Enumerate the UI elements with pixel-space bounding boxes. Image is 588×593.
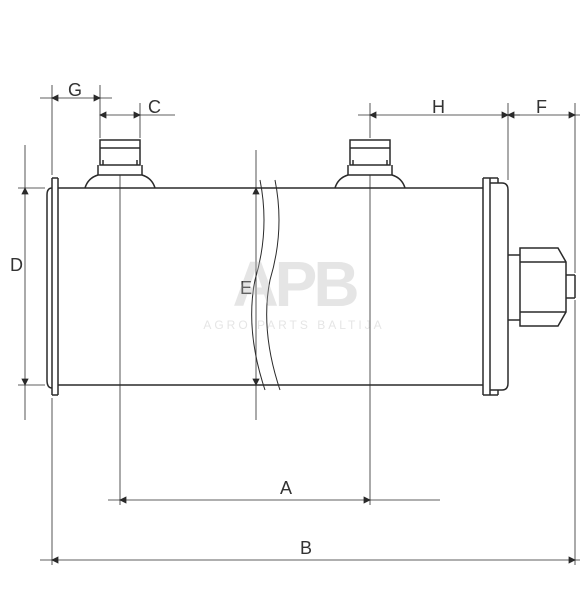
dim-label-h: H xyxy=(432,97,445,118)
dim-label-c: C xyxy=(148,97,161,118)
dim-label-g: G xyxy=(68,80,82,101)
technical-diagram: A B C D E F G H APB AGRO PARTS BALTIJA xyxy=(0,0,588,588)
dim-label-b: B xyxy=(300,538,312,559)
dim-label-a: A xyxy=(280,478,292,499)
dim-label-e: E xyxy=(240,278,252,299)
cylinder-drawing xyxy=(0,0,588,588)
dim-label-d: D xyxy=(10,255,23,276)
dim-label-f: F xyxy=(536,97,547,118)
